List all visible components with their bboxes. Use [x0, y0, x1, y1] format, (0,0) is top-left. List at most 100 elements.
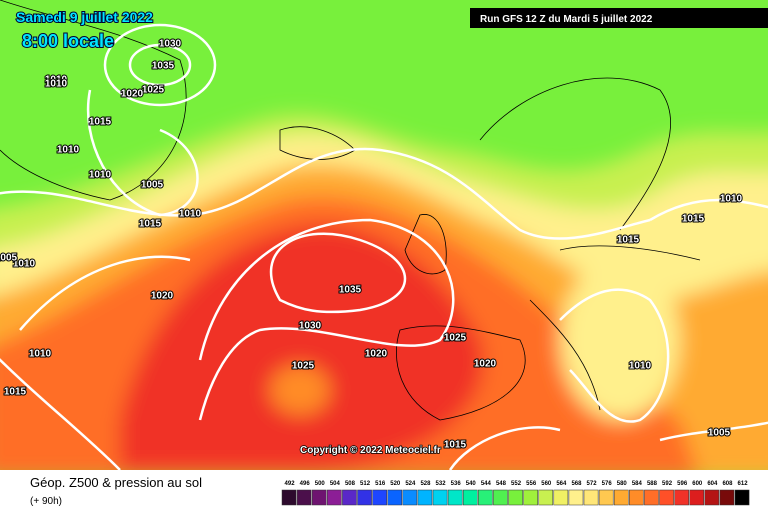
legend-swatch	[629, 489, 644, 506]
legend-label: 496	[300, 481, 311, 487]
legend-label: 596	[677, 481, 688, 487]
legend-swatch	[704, 489, 720, 506]
legend-swatch	[432, 489, 448, 506]
legend-swatch	[417, 489, 433, 506]
legend-swatch	[387, 489, 403, 506]
legend-label: 548	[496, 481, 507, 487]
legend-label: 600	[692, 481, 703, 487]
legend-label: 604	[707, 481, 718, 487]
legend-swatch	[583, 489, 599, 506]
isobar-label: 1010	[629, 361, 652, 372]
legend-label: 520	[390, 481, 401, 487]
isobar-label: 1010	[13, 259, 36, 270]
legend-label: 568	[571, 481, 582, 487]
legend-swatch	[447, 489, 463, 506]
isobar-label: 1030	[159, 39, 182, 50]
legend-swatch	[311, 489, 327, 506]
legend-label: 524	[405, 481, 416, 487]
legend-label: 492	[285, 481, 296, 487]
isobar-label: 1010	[89, 170, 112, 181]
legend-label: 516	[375, 481, 386, 487]
isobar-label: 1010	[45, 75, 68, 86]
legend-swatch	[493, 489, 508, 506]
legend-label: 608	[722, 481, 733, 487]
isobar-label: 1035	[152, 61, 175, 72]
legend-label: 544	[481, 481, 492, 487]
legend-swatch	[508, 489, 523, 506]
isobar-label: 1025	[142, 85, 165, 96]
legend-swatch	[281, 489, 297, 506]
legend-swatch	[659, 489, 674, 506]
legend-swatch	[598, 489, 614, 506]
legend-label: 512	[360, 481, 371, 487]
legend-label: 612	[738, 481, 749, 487]
color-legend: 492 496 500 504 508 512 516 520 524 528 532 536 540 5…	[281, 481, 750, 506]
legend-swatch	[568, 489, 584, 506]
legend-label: 572	[587, 481, 598, 487]
isobar-label: 1020	[474, 359, 497, 370]
isobar-label: 1010	[179, 209, 202, 220]
legend-label: 532	[436, 481, 447, 487]
legend-label: 528	[420, 481, 431, 487]
isobar-label: 1020	[365, 349, 388, 360]
legend-label: 500	[315, 481, 326, 487]
legend-label: 540	[466, 481, 477, 487]
isobar-label: 1030	[299, 321, 322, 332]
legend-label: 508	[345, 481, 356, 487]
legend-label: 584	[632, 481, 643, 487]
legend-swatch	[327, 489, 342, 506]
legend-label: 560	[541, 481, 552, 487]
legend-swatch	[523, 489, 538, 506]
copyright: Copyright © 2022 Meteociel.fr	[300, 445, 441, 456]
legend-swatch	[538, 489, 554, 506]
forecast-time: 8:00 locale	[22, 31, 114, 51]
isobar-label: 1010	[29, 349, 52, 360]
forecast-date: Samedi 9 juillet 2022	[16, 9, 153, 25]
legend-swatch	[372, 489, 387, 506]
isobar-label: 1005	[708, 428, 731, 439]
run-box	[470, 8, 768, 28]
legend-swatch	[402, 489, 418, 506]
legend-swatch	[342, 489, 357, 506]
legend-label: 588	[647, 481, 658, 487]
isobar-label: 1005	[0, 253, 18, 264]
legend-label: 552	[511, 481, 522, 487]
legend-swatch	[674, 489, 689, 506]
isobars	[0, 23, 768, 471]
legend-swatch	[689, 489, 705, 506]
legend-swatch	[478, 489, 493, 506]
footer-lead: (+ 90h)	[30, 496, 62, 507]
isobar-label: 1015	[617, 235, 640, 246]
legend-swatch	[462, 489, 478, 506]
isobar-label: 1010	[57, 145, 80, 156]
isobar-label: 1015	[444, 440, 467, 451]
legend-swatch	[734, 489, 750, 506]
isobar-label: 1005	[141, 180, 164, 191]
legend-label: 536	[451, 481, 462, 487]
legend-label: 504	[330, 481, 341, 487]
isobar-label: 1020	[121, 89, 144, 100]
isobar-label: 1015	[4, 387, 27, 398]
legend-label: 556	[526, 481, 537, 487]
legend-swatch	[644, 489, 659, 506]
legend-label: 592	[662, 481, 673, 487]
legend-swatch	[613, 489, 629, 506]
isobar-label: 1015	[89, 117, 112, 128]
coastlines	[0, 0, 701, 421]
legend-swatch	[296, 489, 312, 506]
footer-title: Géop. Z500 & pression au sol	[30, 475, 202, 490]
geopotential-field	[0, 0, 768, 480]
isobar-label: 1025	[444, 333, 467, 344]
isobar-label: 1020	[151, 291, 174, 302]
legend-swatch	[719, 489, 735, 506]
isobar-label: 1025	[292, 361, 315, 372]
isobar-label: 1015	[139, 219, 162, 230]
legend-swatch	[357, 489, 372, 506]
legend-label: 580	[617, 481, 628, 487]
isobar-labels: 1030103510251020101010101015101010101005…	[0, 38, 744, 452]
run-info: Run GFS 12 Z du Mardi 5 juillet 2022	[480, 14, 653, 25]
legend-label: 564	[556, 481, 567, 487]
legend-swatch	[553, 489, 569, 506]
isobar-label: 1015	[682, 214, 705, 225]
